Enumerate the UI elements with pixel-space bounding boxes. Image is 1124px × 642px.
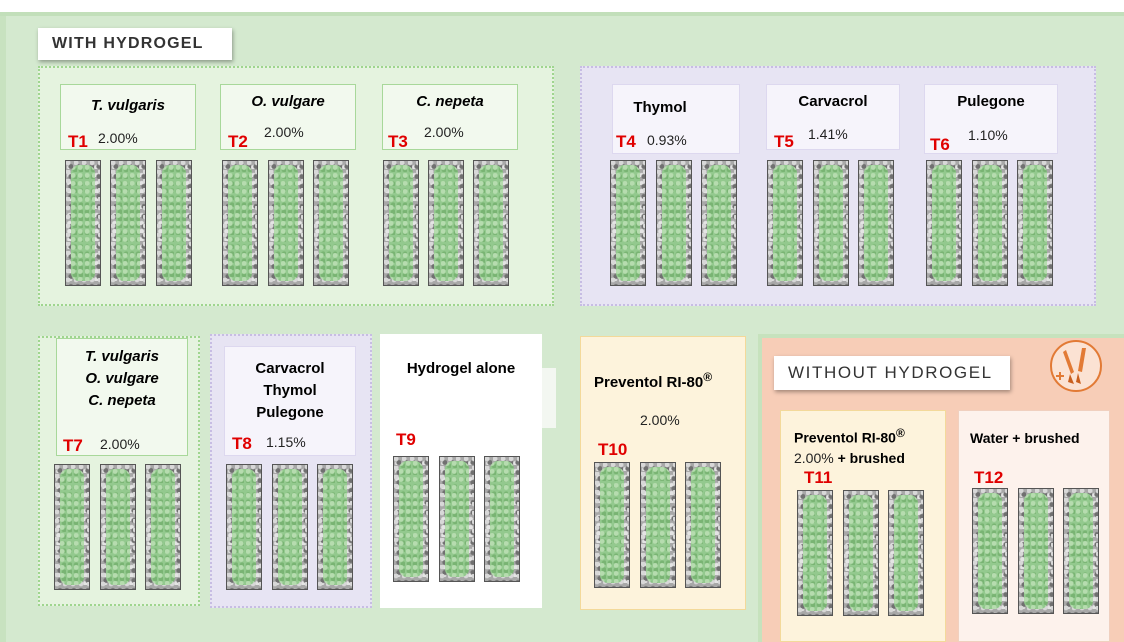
t8-strip-3 xyxy=(317,464,353,590)
t4-strip-1 xyxy=(610,160,646,286)
t7-line-1: T. vulgaris xyxy=(85,348,159,365)
t6-strip-2 xyxy=(972,160,1008,286)
t12-name: Water + brushed xyxy=(970,430,1080,446)
t8-label-box xyxy=(224,346,356,456)
t3-name: C. nepeta xyxy=(416,93,484,110)
t6-strip-3 xyxy=(1017,160,1053,286)
t1-strip-1 xyxy=(65,160,101,286)
t1-strip-2 xyxy=(110,160,146,286)
t5-label-box xyxy=(766,84,900,150)
t9-strip-1 xyxy=(393,456,429,582)
t3-strip-3 xyxy=(473,160,509,286)
paintbrush-glyph-icon xyxy=(1056,348,1086,384)
t5-code: T5 xyxy=(774,132,794,151)
t8-code: T8 xyxy=(232,434,252,453)
t7-line-2: O. vulgare xyxy=(85,370,159,387)
t10-strip-3 xyxy=(685,462,721,588)
t1-strip-3 xyxy=(156,160,192,286)
t8-line-3: Pulegone xyxy=(256,404,324,421)
t7-strip-1 xyxy=(54,464,90,590)
t5-strip-1 xyxy=(767,160,803,286)
t2-strip-3 xyxy=(313,160,349,286)
t6-label-box xyxy=(924,84,1058,154)
t2-code: T2 xyxy=(228,132,248,151)
t2-conc: 2.00% xyxy=(264,124,304,140)
t3-code: T3 xyxy=(388,132,408,151)
t5-conc: 1.41% xyxy=(808,126,848,142)
t11-strip-1 xyxy=(797,490,833,616)
t2-strip-2 xyxy=(268,160,304,286)
t12-code: T12 xyxy=(974,468,1004,487)
t8-conc: 1.15% xyxy=(266,434,306,450)
t10-reg-mark: ® xyxy=(703,370,713,384)
t2-name: O. vulgare xyxy=(251,93,325,110)
t1-code: T1 xyxy=(68,132,88,151)
t11-name-text: Preventol RI-80 xyxy=(794,429,896,446)
t11-code: T11 xyxy=(804,468,833,487)
with-hydrogel-label: WITH HYDROGEL xyxy=(52,35,204,52)
t5-name: Carvacrol xyxy=(798,93,868,110)
t12-strip-3 xyxy=(1063,488,1099,614)
t3-strip-1 xyxy=(383,160,419,286)
t1-conc: 2.00% xyxy=(98,130,138,146)
paintbrush-icon xyxy=(1050,340,1102,392)
t12-strip-2 xyxy=(1018,488,1054,614)
t4-code: T4 xyxy=(616,132,636,151)
t3-strip-2 xyxy=(428,160,464,286)
t9-tab xyxy=(542,368,556,428)
t11-strip-3 xyxy=(888,490,924,616)
t11-strip-2 xyxy=(843,490,879,616)
t7-line-3: C. nepeta xyxy=(88,392,156,409)
t7-strip-3 xyxy=(145,464,181,590)
t1-label-box xyxy=(60,84,196,150)
t11-extra: + brushed xyxy=(837,450,905,466)
t6-conc: 1.10% xyxy=(968,127,1008,143)
t10-strip-1 xyxy=(594,462,630,588)
t9-strip-3 xyxy=(484,456,520,582)
t10-conc: 2.00% xyxy=(640,412,680,428)
t11-name: Preventol RI-80® xyxy=(794,426,905,446)
t7-conc: 2.00% xyxy=(100,436,140,452)
t4-name: Thymol xyxy=(633,99,687,116)
t4-conc: 0.93% xyxy=(647,132,687,148)
t9-code: T9 xyxy=(396,430,416,449)
t4-strip-3 xyxy=(701,160,737,286)
t7-code: T7 xyxy=(63,436,83,455)
t7-label-box xyxy=(56,338,188,456)
t2-label-box xyxy=(220,84,356,150)
t8-line-1: Carvacrol xyxy=(255,360,325,377)
t4-strip-2 xyxy=(656,160,692,286)
without-hydrogel-label: WITHOUT HYDROGEL xyxy=(788,363,993,382)
t8-strip-1 xyxy=(226,464,262,590)
t9-name: Hydrogel alone xyxy=(406,360,516,377)
t10-code: T10 xyxy=(598,440,628,459)
t3-label-box xyxy=(382,84,518,150)
t11-conc: 2.00% xyxy=(794,450,834,466)
with-hydrogel-tag: WITH HYDROGEL xyxy=(38,28,232,60)
t5-strip-2 xyxy=(813,160,849,286)
t6-name: Pulegone xyxy=(957,93,1025,110)
t8-strip-2 xyxy=(272,464,308,590)
t4-label-box xyxy=(612,84,740,154)
t9-strip-2 xyxy=(439,456,475,582)
without-hydrogel-tag: WITHOUT HYDROGEL xyxy=(774,356,1010,390)
t10-strip-2 xyxy=(640,462,676,588)
t7-strip-2 xyxy=(100,464,136,590)
t3-conc: 2.00% xyxy=(424,124,464,140)
t1-name: T. vulgaris xyxy=(91,97,165,114)
t2-strip-1 xyxy=(222,160,258,286)
t12-strip-1 xyxy=(972,488,1008,614)
t8-line-2: Thymol xyxy=(263,382,317,399)
top-line xyxy=(0,12,1124,16)
t6-code: T6 xyxy=(930,135,950,154)
t5-strip-3 xyxy=(858,160,894,286)
t10-name-text: Preventol RI-80 xyxy=(594,374,704,391)
t11-conc-line: 2.00% + brushed xyxy=(794,450,905,466)
t10-name: Preventol RI-80® xyxy=(594,370,712,391)
t6-strip-1 xyxy=(926,160,962,286)
t11-reg-mark: ® xyxy=(895,426,905,440)
